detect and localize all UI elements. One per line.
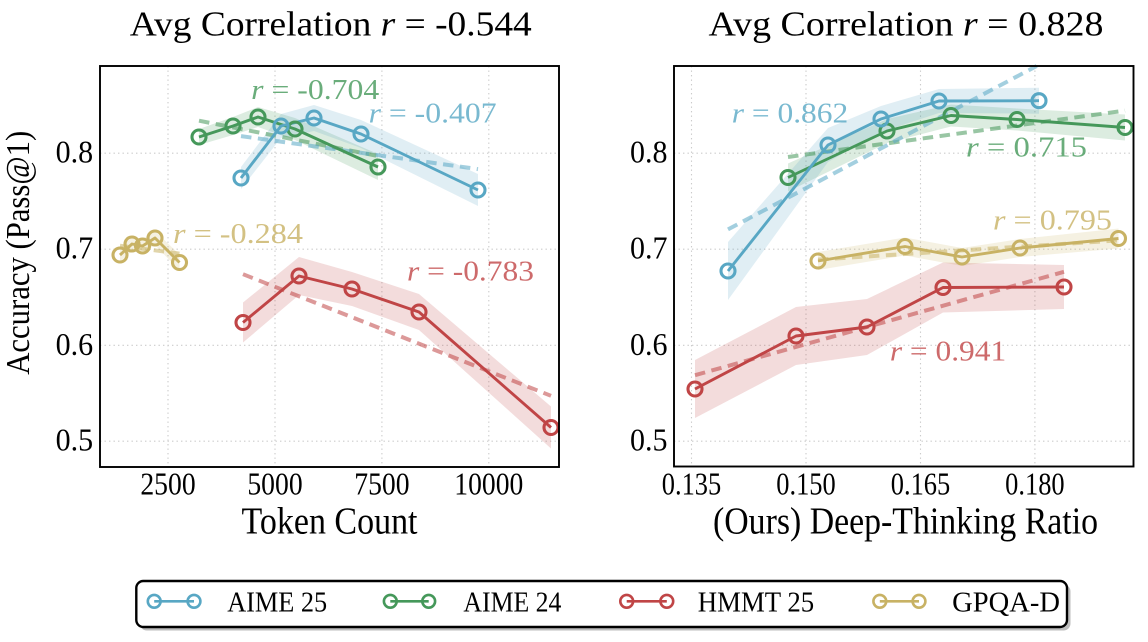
- svg-text:0.5: 0.5: [56, 423, 94, 458]
- svg-text:7500: 7500: [354, 467, 409, 502]
- svg-text:r = 0.795: r = 0.795: [993, 204, 1112, 236]
- svg-text:r = -0.783: r = -0.783: [407, 256, 534, 288]
- svg-text:r = -0.284: r = -0.284: [173, 218, 304, 250]
- svg-text:Avg Correlation r = 0.828: Avg Correlation r = 0.828: [709, 5, 1104, 44]
- svg-text:r = -0.704: r = -0.704: [251, 74, 380, 106]
- svg-text:0.8: 0.8: [56, 135, 94, 170]
- svg-text:0.6: 0.6: [56, 327, 94, 362]
- svg-text:r = 0.715: r = 0.715: [966, 131, 1087, 163]
- svg-text:0.7: 0.7: [56, 231, 94, 266]
- svg-text:10000: 10000: [454, 467, 523, 502]
- svg-text:Accuracy (Pass@1): Accuracy (Pass@1): [0, 131, 37, 375]
- svg-text:(Ours) Deep-Thinking Ratio: (Ours) Deep-Thinking Ratio: [713, 500, 1098, 542]
- svg-text:Avg Correlation r = -0.544: Avg Correlation r = -0.544: [130, 5, 532, 44]
- svg-text:0.7: 0.7: [630, 231, 668, 266]
- svg-text:2500: 2500: [140, 467, 195, 502]
- svg-text:HMMT 25: HMMT 25: [698, 588, 814, 619]
- svg-text:Token Count: Token Count: [242, 500, 418, 542]
- svg-text:0.150: 0.150: [776, 467, 836, 502]
- svg-text:GPQA-D: GPQA-D: [952, 588, 1060, 619]
- svg-text:0.5: 0.5: [630, 423, 668, 458]
- svg-text:0.180: 0.180: [1005, 467, 1065, 502]
- svg-text:r = 0.941: r = 0.941: [890, 336, 1006, 368]
- svg-text:0.8: 0.8: [630, 135, 668, 170]
- svg-text:r = -0.407: r = -0.407: [369, 98, 497, 130]
- svg-text:0.135: 0.135: [662, 467, 722, 502]
- svg-text:AIME 25: AIME 25: [227, 588, 327, 619]
- svg-text:r = 0.862: r = 0.862: [732, 97, 849, 129]
- svg-text:0.165: 0.165: [891, 467, 951, 502]
- svg-text:5000: 5000: [247, 467, 302, 502]
- svg-text:AIME 24: AIME 24: [463, 588, 561, 619]
- svg-text:0.6: 0.6: [630, 327, 668, 362]
